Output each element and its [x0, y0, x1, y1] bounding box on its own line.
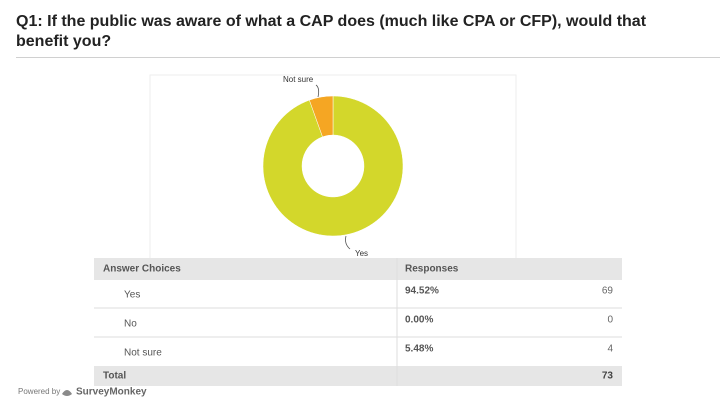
response-count: 69 — [602, 286, 614, 297]
slice — [309, 95, 334, 138]
slice-label: Yes — [355, 249, 368, 258]
question-title: Q1: If the public was aware of what a CA… — [16, 13, 647, 50]
column-header: Responses — [405, 264, 459, 275]
leader-line — [345, 235, 351, 250]
response-percent: 94.52% — [405, 286, 439, 297]
answer-choice: Yes — [124, 290, 140, 301]
title-rule — [16, 57, 720, 58]
column-header: Answer Choices — [103, 264, 181, 275]
powered-by: Powered by — [18, 387, 60, 396]
table-header — [94, 258, 622, 280]
brand-icon — [62, 390, 72, 396]
response-count: 0 — [607, 315, 613, 326]
table-total-row — [94, 366, 622, 386]
response-percent: 5.48% — [405, 344, 433, 355]
total-label: Total — [103, 371, 126, 382]
answer-choice: Not sure — [124, 348, 162, 359]
leader-line — [315, 84, 320, 98]
table-rows: Yes 94.52% 69 No 0.00% 0 Not sure 5.48% 4 — [124, 286, 613, 359]
table-body — [94, 280, 622, 366]
slice-label: Not sure — [283, 75, 314, 84]
slice — [262, 95, 404, 237]
response-percent: 0.00% — [405, 315, 433, 326]
total-value: 73 — [602, 371, 614, 382]
answer-choice: No — [124, 319, 137, 330]
donut — [262, 95, 404, 237]
response-count: 4 — [607, 344, 613, 355]
brand: SurveyMonkey — [76, 387, 147, 398]
